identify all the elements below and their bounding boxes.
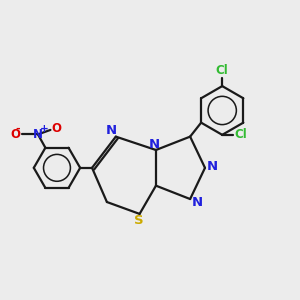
Text: Cl: Cl (216, 64, 229, 77)
Text: N: N (106, 124, 117, 137)
Text: N: N (207, 160, 218, 173)
Text: N: N (33, 128, 43, 141)
Text: -: - (16, 123, 20, 134)
Text: N: N (149, 138, 160, 151)
Text: N: N (192, 196, 203, 208)
Text: S: S (134, 214, 144, 227)
Text: O: O (51, 122, 62, 135)
Text: O: O (11, 128, 21, 141)
Text: +: + (40, 124, 49, 134)
Text: Cl: Cl (234, 128, 247, 141)
